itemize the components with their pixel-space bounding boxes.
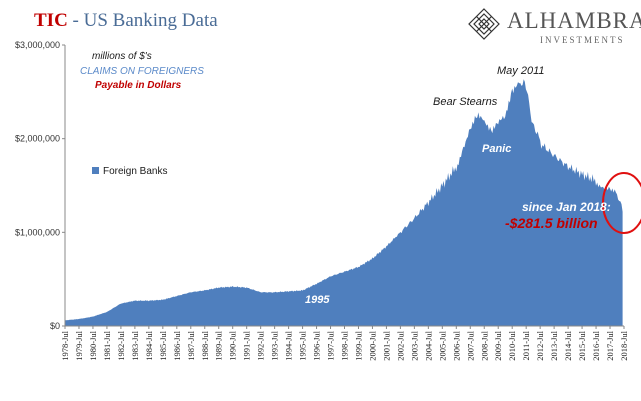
x-tick-label: 2005-Jul	[437, 330, 447, 360]
x-tick-label: 2011-Jul	[521, 330, 531, 360]
x-tick-label: 1998-Jul	[340, 330, 350, 360]
x-tick-label: 2004-Jul	[423, 330, 433, 360]
annotation-1995: 1995	[305, 294, 330, 306]
annotation-decline-amount: -$281.5 billion	[505, 215, 598, 231]
chart-title: TIC - US Banking Data	[34, 10, 218, 32]
x-tick-label: 2014-Jul	[563, 330, 573, 360]
annotation-may-2011: May 2011	[497, 65, 545, 77]
legend-label: Foreign Banks	[103, 166, 167, 177]
x-tick-label: 1979-Jul	[74, 330, 84, 360]
x-tick-label: 1981-Jul	[102, 330, 112, 360]
y-tick-label: $3,000,000	[15, 40, 60, 50]
y-tick-label: $2,000,000	[15, 134, 60, 144]
x-tick-label: 2007-Jul	[465, 330, 475, 360]
x-tick-label: 2009-Jul	[493, 330, 503, 360]
highlight-circle	[602, 172, 641, 234]
alhambra-diamond-logo-icon	[468, 8, 500, 40]
title-tic: TIC	[34, 10, 68, 31]
annotation-payable: Payable in Dollars	[95, 80, 182, 91]
plot-area	[65, 79, 623, 326]
legend-swatch	[92, 167, 99, 174]
x-tick-label: 1993-Jul	[270, 330, 280, 360]
x-tick-label: 1991-Jul	[242, 330, 252, 360]
x-tick-label: 1987-Jul	[186, 330, 196, 360]
annotation-panic: Panic	[482, 143, 512, 155]
x-tick-label: 1985-Jul	[158, 330, 168, 360]
axes	[62, 44, 625, 329]
x-tick-label: 2010-Jul	[507, 330, 517, 360]
x-tick-label: 2000-Jul	[367, 330, 377, 360]
x-tick-label: 1997-Jul	[326, 330, 336, 360]
y-tick-label: $1,000,000	[15, 227, 60, 237]
x-tick-label: 2012-Jul	[535, 330, 545, 360]
x-tick-label: 2015-Jul	[577, 330, 587, 360]
x-tick-label: 2006-Jul	[451, 330, 461, 360]
x-tick-label: 1988-Jul	[200, 330, 210, 360]
x-tick-label: 2017-Jul	[605, 330, 615, 360]
x-tick-label: 1978-Jul	[60, 330, 70, 360]
x-tick-label: 2008-Jul	[479, 330, 489, 360]
x-tick-label: 1990-Jul	[228, 330, 238, 360]
annotation-claims: CLAIMS ON FOREIGNERS	[80, 66, 204, 77]
y-tick-label: $0	[50, 321, 60, 331]
annotation-bear-stearns: Bear Stearns	[433, 96, 498, 108]
x-tick-label: 1996-Jul	[312, 330, 322, 360]
annotation-units: millions of $'s	[92, 51, 152, 62]
x-tick-label: 2016-Jul	[591, 330, 601, 360]
x-tick-label: 2002-Jul	[395, 330, 405, 360]
x-tick-label: 1980-Jul	[88, 330, 98, 360]
annotation-since-jan-2018: since Jan 2018:	[522, 200, 611, 214]
x-tick-label: 2003-Jul	[409, 330, 419, 360]
x-tick-label: 1982-Jul	[116, 330, 126, 360]
title-rest: - US Banking Data	[67, 10, 218, 31]
x-tick-label: 1994-Jul	[284, 330, 294, 360]
x-tick-label: 2013-Jul	[549, 330, 559, 360]
tick-labels: $0 $1,000,000 $2,000,000 $3,000,000 1978-Jul…	[15, 40, 629, 361]
x-tick-label: 1999-Jul	[353, 330, 363, 360]
x-tick-label: 2018-Jul	[619, 330, 629, 360]
x-tick-label: 1995-Jul	[298, 330, 308, 360]
x-tick-label: 2001-Jul	[381, 330, 391, 360]
x-tick-label: 1992-Jul	[256, 330, 266, 360]
x-tick-label: 1986-Jul	[172, 330, 182, 360]
x-tick-label: 1989-Jul	[214, 330, 224, 360]
x-tick-label: 1983-Jul	[130, 330, 140, 360]
logo-name: ALHAMBRA	[507, 8, 641, 33]
x-tick-label: 1984-Jul	[144, 330, 154, 360]
logo-subtitle: INVESTMENTS	[540, 35, 625, 45]
series-foreign-banks-area	[65, 79, 623, 326]
